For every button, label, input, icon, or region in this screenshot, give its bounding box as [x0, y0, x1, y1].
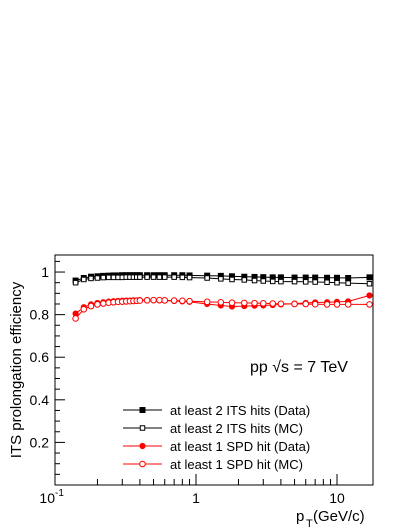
- data-point: [323, 301, 331, 308]
- x-tick-label: 10: [329, 490, 345, 506]
- data-point: [302, 279, 309, 285]
- y-axis-title: ITS prolongation efficiency: [8, 281, 25, 458]
- data-point: [136, 297, 144, 304]
- data-point: [150, 296, 157, 304]
- data-point: [311, 300, 319, 308]
- data-point: [217, 298, 225, 306]
- data-point: [269, 278, 276, 285]
- data-point: [204, 275, 210, 281]
- data-point: [312, 279, 318, 285]
- data-point: [277, 300, 285, 308]
- x-axis-title-subscript: T: [306, 518, 313, 530]
- data-point: [179, 274, 186, 281]
- data-point: [344, 301, 352, 308]
- data-point: [251, 277, 258, 284]
- data-point: [179, 297, 186, 305]
- y-tick-label: 1: [41, 264, 49, 280]
- data-point: [88, 275, 94, 282]
- data-point: [218, 276, 224, 282]
- data-point: [161, 274, 168, 280]
- legend-label: at least 2 ITS hits (MC): [170, 421, 303, 436]
- data-point: [260, 278, 267, 284]
- data-point: [72, 279, 79, 286]
- y-tick-label: 0.4: [30, 392, 50, 408]
- data-point: [150, 274, 157, 280]
- data-point: [186, 274, 193, 281]
- legend-label: at least 1 SPD hit (Data): [170, 439, 310, 454]
- data-point: [345, 280, 351, 286]
- data-point: [291, 300, 298, 308]
- data-point: [366, 301, 373, 308]
- legend-label: at least 2 ITS hits (Data): [170, 403, 310, 418]
- x-axis-title-unit: (GeV/c): [313, 508, 365, 525]
- x-axis-title-main: p: [296, 508, 304, 525]
- data-point: [366, 292, 373, 299]
- data-point: [94, 301, 101, 308]
- data-point: [137, 274, 143, 280]
- data-point: [186, 297, 193, 305]
- y-tick-label: 0.6: [30, 349, 50, 365]
- y-tick-label: 0.8: [30, 307, 50, 323]
- data-point: [144, 274, 150, 280]
- data-point: [240, 299, 248, 307]
- x-axis: 10 -1 1 10: [39, 474, 345, 506]
- data-point: [241, 277, 248, 283]
- legend-marker: [139, 442, 146, 450]
- y-axis: 0.2 0.4 0.6 0.8 1: [30, 260, 65, 486]
- x-axis-title: p T (GeV/c): [296, 508, 365, 530]
- legend-label: at least 1 SPD hit (MC): [170, 457, 303, 472]
- x-tick-label: 10: [39, 490, 55, 506]
- data-point: [278, 278, 284, 285]
- data-series: [72, 272, 373, 322]
- data-point: [72, 315, 79, 322]
- legend-marker: [139, 460, 146, 468]
- data-point: [259, 300, 267, 307]
- data-point: [302, 300, 310, 308]
- data-point: [203, 298, 211, 306]
- data-point: [333, 301, 341, 308]
- x-tick-label-exponent: -1: [55, 488, 64, 499]
- data-point: [156, 296, 163, 304]
- data-point: [334, 274, 341, 281]
- data-point: [87, 302, 95, 310]
- data-point: [94, 275, 101, 281]
- data-point: [99, 300, 107, 307]
- collision-annotation: pp √s = 7 TeV: [250, 359, 348, 376]
- data-point: [291, 278, 298, 285]
- legend-marker: [139, 407, 146, 413]
- data-point: [80, 306, 88, 313]
- legend: at least 2 ITS hits (Data) at least 2 ITS…: [123, 403, 310, 472]
- data-point: [228, 299, 236, 307]
- data-point: [143, 297, 151, 304]
- data-point: [171, 274, 177, 280]
- x-tick-label: 1: [192, 490, 200, 506]
- data-point: [334, 279, 340, 286]
- data-point: [269, 300, 277, 307]
- data-point: [251, 299, 258, 307]
- plot-frame: [54, 254, 374, 486]
- data-point: [105, 274, 112, 281]
- data-point: [161, 297, 169, 304]
- legend-marker: [139, 425, 146, 431]
- data-point: [229, 276, 235, 283]
- data-point: [110, 274, 117, 281]
- data-point: [366, 281, 373, 287]
- y-tick-label: 0.2: [30, 434, 50, 450]
- data-point: [324, 279, 330, 286]
- data-point: [156, 274, 163, 280]
- data-point: [366, 274, 373, 281]
- data-point: [170, 297, 178, 304]
- data-point: [81, 276, 87, 283]
- data-point: [100, 274, 107, 281]
- data-point: [345, 275, 352, 281]
